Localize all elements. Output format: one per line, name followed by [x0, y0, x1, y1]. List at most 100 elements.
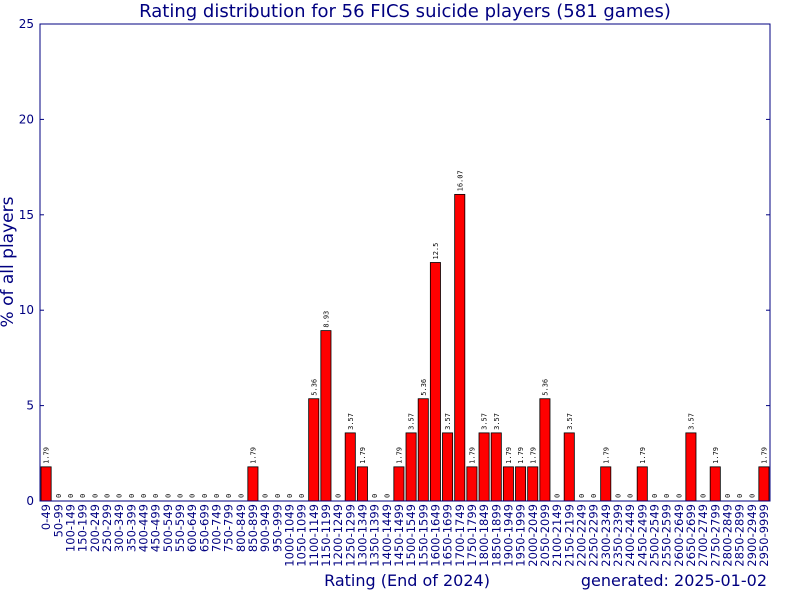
- bar-value-label: 3.57: [347, 413, 355, 430]
- bar: [563, 432, 575, 502]
- x-tick-label: 2750-2799: [708, 504, 722, 567]
- bar-value-label: 0: [590, 494, 598, 498]
- chart-title: Rating distribution for 56 FICS suicide …: [139, 1, 671, 22]
- bar-value-label: 0: [116, 494, 124, 498]
- bar: [320, 330, 332, 502]
- y-axis-label: % of all players: [0, 196, 18, 327]
- bar-value-label: 1.79: [395, 447, 403, 464]
- bar-value-label: 0: [79, 494, 87, 498]
- x-tick-label: 950-999: [270, 504, 284, 552]
- x-tick-label: 550-599: [173, 504, 187, 552]
- bar: [600, 466, 612, 502]
- bar: [515, 466, 527, 502]
- x-tick-label: 1700-1749: [453, 504, 467, 567]
- bar: [405, 432, 417, 502]
- bar-value-label: 0: [201, 494, 209, 498]
- x-axis: 0-4950-99100-149150-199200-249250-299300…: [39, 504, 771, 567]
- x-tick-label: 1650-1699: [441, 504, 455, 567]
- bar-value-label: 0: [675, 494, 683, 498]
- x-tick-label: 900-949: [258, 504, 272, 552]
- y-tick-label: 25: [19, 17, 34, 31]
- x-tick-label: 700-749: [209, 504, 223, 552]
- x-tick-label: 2000-2049: [526, 504, 540, 567]
- bar-value-label: 0: [286, 494, 294, 498]
- bar-value-label: 1.79: [505, 447, 513, 464]
- x-tick-label: 2550-2599: [660, 504, 674, 567]
- bar-value-label: 0: [627, 494, 635, 498]
- bar-value-label: 0: [237, 494, 245, 498]
- bar: [344, 432, 356, 502]
- bar-value-label: 3.57: [493, 413, 501, 430]
- x-tick-label: 1250-1299: [343, 504, 357, 567]
- x-tick-label: 250-299: [100, 504, 114, 552]
- x-tick-label: 1350-1399: [368, 504, 382, 567]
- x-tick-label: 1450-1499: [392, 504, 406, 567]
- bar: [685, 432, 697, 502]
- bar-value-label: 0: [383, 494, 391, 498]
- bar-value-label: 3.57: [566, 413, 574, 430]
- x-tick-label: 2100-2149: [550, 504, 564, 567]
- bar-value-label: 0: [189, 494, 197, 498]
- x-tick-label: 1300-1349: [355, 504, 369, 567]
- x-tick-label: 2200-2249: [574, 504, 588, 567]
- x-tick-label: 1100-1149: [307, 504, 321, 567]
- x-tick-label: 1050-1099: [295, 504, 309, 567]
- x-tick-label: 200-249: [88, 504, 102, 552]
- bar-value-label: 0: [140, 494, 148, 498]
- x-tick-label: 1800-1849: [477, 504, 491, 567]
- bar-value-label: 0: [128, 494, 136, 498]
- bar-value-label: 0: [748, 494, 756, 498]
- bar-value-label: 0: [176, 494, 184, 498]
- x-axis-label: Rating (End of 2024): [324, 571, 490, 590]
- bar-value-label: 0: [736, 494, 744, 498]
- bar: [429, 262, 441, 502]
- bar-value-label: 1.79: [639, 447, 647, 464]
- bar-value-label: 1.79: [712, 447, 720, 464]
- y-tick-label: 0: [26, 494, 34, 508]
- plot-frame: [39, 23, 771, 502]
- x-tick-label: 1850-1899: [489, 504, 503, 567]
- bar-value-label: 16.07: [456, 170, 464, 191]
- bar: [466, 466, 478, 502]
- x-tick-label: 2950-9999: [757, 504, 771, 567]
- x-tick-label: 0-49: [39, 504, 53, 530]
- bar-value-label: 1.79: [760, 447, 768, 464]
- bar-value-label: 0: [91, 494, 99, 498]
- x-tick-label: 2700-2749: [696, 504, 710, 567]
- x-tick-label: 2150-2199: [562, 504, 576, 567]
- bar-value-label: 3.57: [481, 413, 489, 430]
- x-tick-label: 1400-1449: [380, 504, 394, 567]
- bar: [442, 432, 454, 502]
- bar-value-label: 0: [225, 494, 233, 498]
- bar-value-label: 0: [651, 494, 659, 498]
- x-tick-label: 150-199: [76, 504, 90, 552]
- bar-value-label: 0: [663, 494, 671, 498]
- x-tick-label: 2850-2899: [733, 504, 747, 567]
- x-tick-label: 1950-1999: [514, 504, 528, 567]
- x-tick-label: 2500-2549: [647, 504, 661, 567]
- bar-value-label: 0: [213, 494, 221, 498]
- y-axis: 0 5 10 15 20 25: [19, 17, 770, 508]
- bar: [40, 466, 52, 502]
- x-tick-label: 800-849: [234, 504, 248, 552]
- x-tick-label: 500-549: [161, 504, 175, 552]
- data-labels: 1.790 0 0 0 0 0 0 0 0 0 0 0 0 0 0 01.790 0 0 05.368.9303.5…: [43, 170, 769, 498]
- x-tick-label: 2800-2849: [720, 504, 734, 567]
- bar-value-label: 0: [371, 494, 379, 498]
- x-tick-label: 2250-2299: [587, 504, 601, 567]
- y-tick-label: 15: [19, 208, 34, 222]
- bar-value-label: 0: [578, 494, 586, 498]
- bar: [308, 398, 320, 502]
- bar-value-label: 3.57: [444, 413, 452, 430]
- bar: [758, 466, 770, 502]
- x-tick-label: 1550-1599: [416, 504, 430, 567]
- x-tick-label: 2600-2649: [672, 504, 686, 567]
- bar: [356, 466, 368, 502]
- bar: [417, 398, 429, 502]
- y-tick-label: 10: [19, 303, 34, 317]
- bar: [393, 466, 405, 502]
- bar: [478, 432, 490, 502]
- x-tick-label: 2050-2099: [538, 504, 552, 567]
- bar: [539, 398, 551, 502]
- x-tick-label: 1500-1549: [404, 504, 418, 567]
